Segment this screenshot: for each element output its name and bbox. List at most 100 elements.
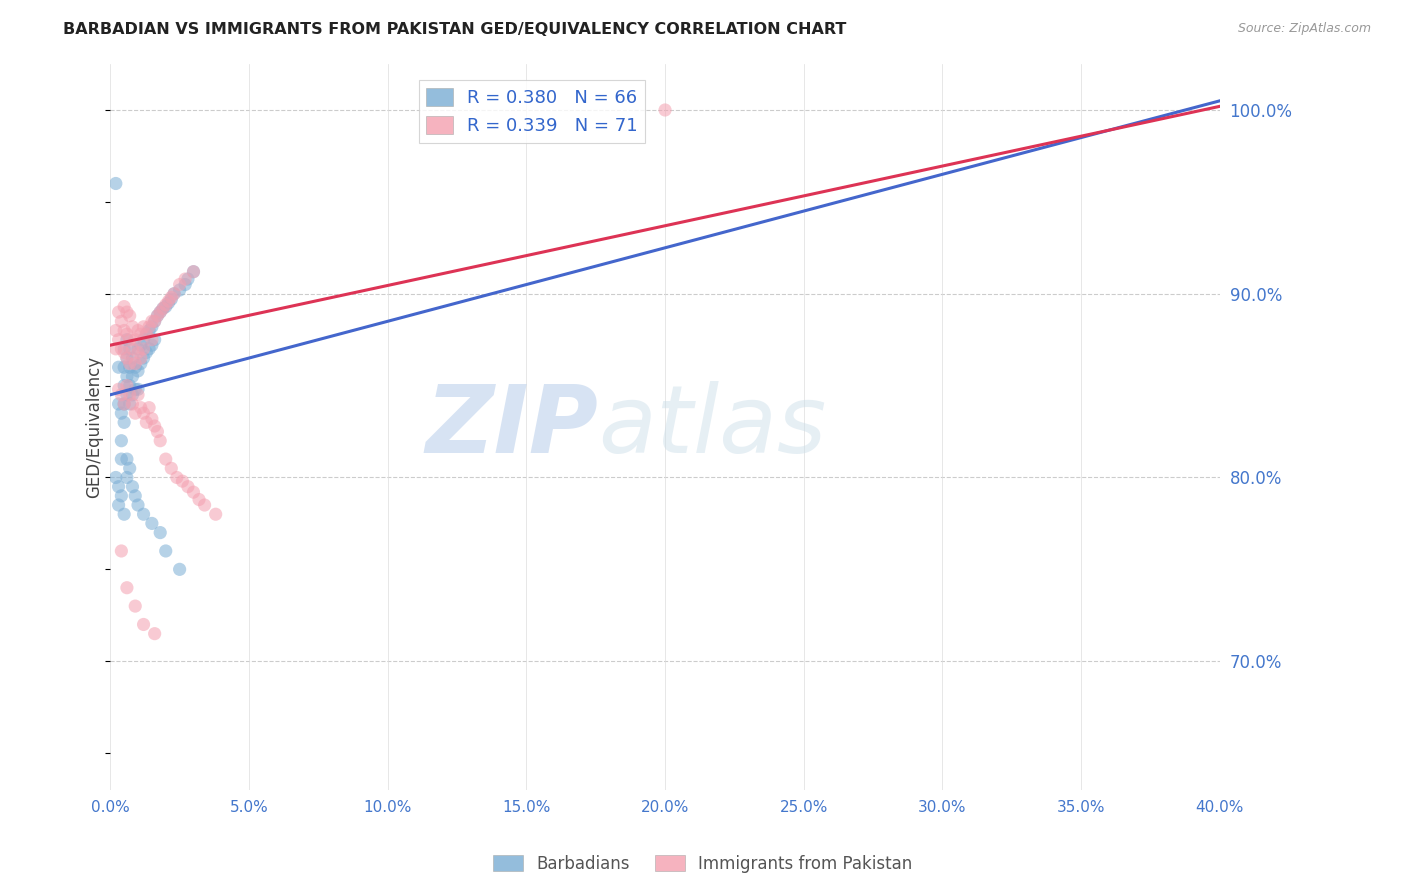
Point — [124, 599, 146, 613]
Point — [138, 319, 160, 334]
Point — [104, 342, 127, 356]
Point — [121, 480, 143, 494]
Point — [127, 498, 149, 512]
Point — [155, 298, 177, 312]
Point — [141, 338, 163, 352]
Point — [155, 300, 177, 314]
Point — [141, 314, 163, 328]
Point — [121, 351, 143, 365]
Point — [143, 333, 166, 347]
Point — [143, 314, 166, 328]
Point — [132, 342, 155, 356]
Point — [121, 397, 143, 411]
Point — [104, 177, 127, 191]
Point — [112, 507, 135, 521]
Point — [115, 378, 138, 392]
Point — [188, 492, 211, 507]
Point — [132, 406, 155, 420]
Point — [141, 516, 163, 531]
Point — [121, 342, 143, 356]
Legend: R = 0.380   N = 66, R = 0.339   N = 71: R = 0.380 N = 66, R = 0.339 N = 71 — [419, 80, 645, 143]
Point — [160, 290, 183, 304]
Point — [115, 327, 138, 342]
Point — [107, 360, 129, 375]
Point — [183, 265, 205, 279]
Text: ZIP: ZIP — [426, 381, 599, 473]
Point — [146, 309, 169, 323]
Point — [110, 489, 132, 503]
Point — [129, 401, 152, 415]
Point — [152, 301, 174, 316]
Point — [157, 296, 180, 310]
Text: BARBADIAN VS IMMIGRANTS FROM PAKISTAN GED/EQUIVALENCY CORRELATION CHART: BARBADIAN VS IMMIGRANTS FROM PAKISTAN GE… — [63, 22, 846, 37]
Point — [107, 382, 129, 396]
Point — [132, 617, 155, 632]
Y-axis label: GED/Equivalency: GED/Equivalency — [86, 356, 103, 498]
Point — [112, 345, 135, 359]
Point — [146, 425, 169, 439]
Point — [149, 434, 172, 448]
Point — [110, 388, 132, 402]
Point — [124, 360, 146, 375]
Point — [124, 406, 146, 420]
Point — [121, 369, 143, 384]
Point — [112, 397, 135, 411]
Point — [654, 103, 676, 117]
Point — [118, 378, 141, 392]
Point — [127, 323, 149, 337]
Point — [132, 333, 155, 347]
Point — [129, 338, 152, 352]
Point — [169, 277, 191, 292]
Point — [118, 333, 141, 347]
Point — [115, 369, 138, 384]
Point — [141, 333, 163, 347]
Point — [118, 309, 141, 323]
Point — [115, 305, 138, 319]
Point — [135, 327, 157, 342]
Point — [135, 415, 157, 429]
Point — [132, 319, 155, 334]
Point — [163, 286, 186, 301]
Point — [110, 406, 132, 420]
Point — [110, 544, 132, 558]
Point — [146, 309, 169, 323]
Point — [155, 544, 177, 558]
Point — [124, 357, 146, 371]
Point — [174, 277, 197, 292]
Point — [129, 357, 152, 371]
Point — [132, 507, 155, 521]
Point — [149, 305, 172, 319]
Point — [112, 360, 135, 375]
Point — [177, 272, 200, 286]
Point — [121, 319, 143, 334]
Point — [124, 489, 146, 503]
Text: Source: ZipAtlas.com: Source: ZipAtlas.com — [1237, 22, 1371, 36]
Point — [143, 419, 166, 434]
Point — [112, 300, 135, 314]
Point — [107, 333, 129, 347]
Point — [135, 327, 157, 342]
Point — [112, 342, 135, 356]
Point — [107, 480, 129, 494]
Point — [129, 327, 152, 342]
Point — [127, 342, 149, 356]
Point — [135, 345, 157, 359]
Point — [169, 283, 191, 297]
Point — [163, 286, 186, 301]
Point — [107, 498, 129, 512]
Point — [112, 415, 135, 429]
Point — [127, 345, 149, 359]
Point — [107, 397, 129, 411]
Point — [174, 272, 197, 286]
Point — [143, 626, 166, 640]
Point — [204, 507, 226, 521]
Point — [115, 470, 138, 484]
Point — [112, 323, 135, 337]
Point — [143, 314, 166, 328]
Point — [141, 319, 163, 334]
Point — [177, 480, 200, 494]
Point — [110, 342, 132, 356]
Point — [107, 305, 129, 319]
Point — [157, 294, 180, 309]
Point — [169, 562, 191, 576]
